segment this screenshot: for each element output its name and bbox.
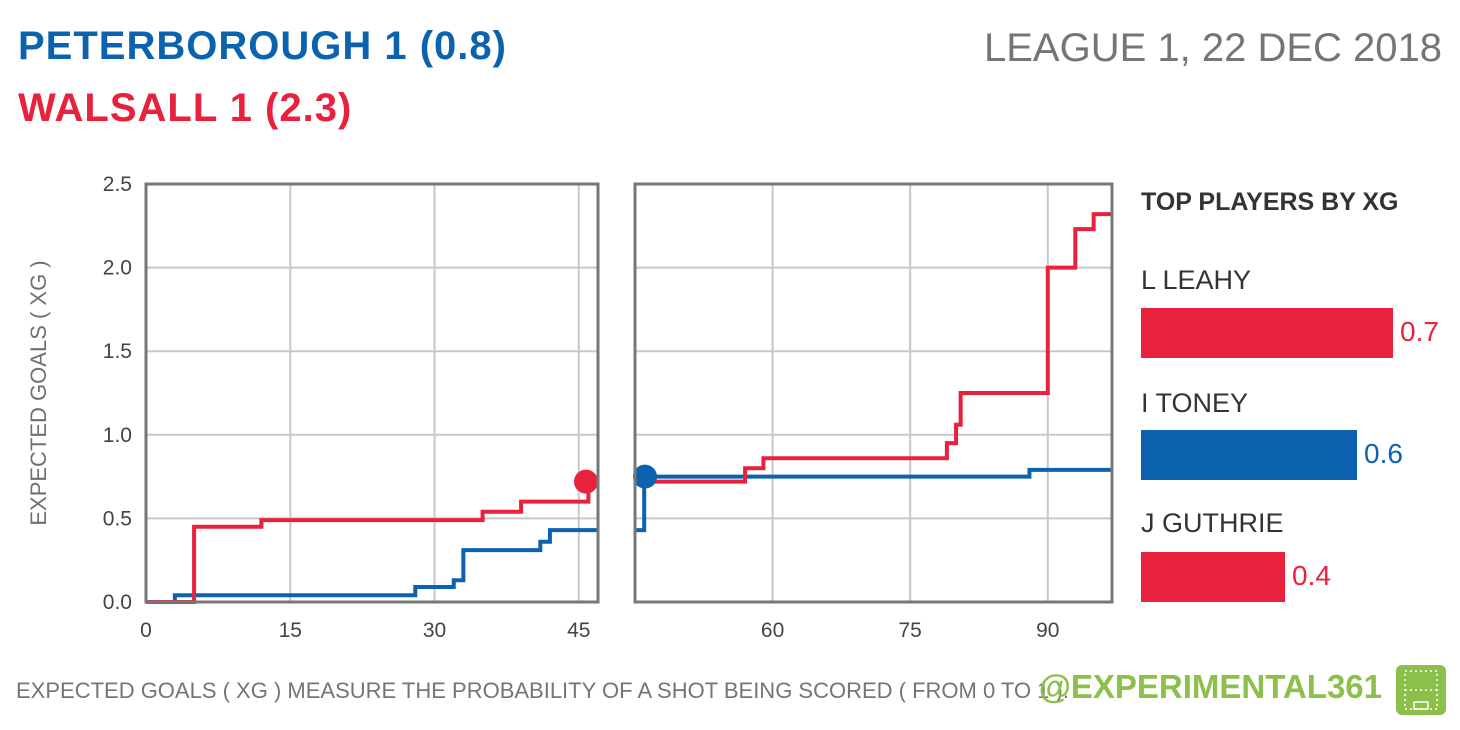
y-tick-label: 2.5 [103, 173, 132, 196]
walsall-second-half-line [644, 212, 1112, 484]
player-name: J GUTHRIE [1141, 508, 1284, 538]
pitch-logo-icon [1396, 665, 1446, 715]
y-tick-label: 0.0 [103, 591, 132, 614]
y-tick-label: 0.5 [103, 507, 132, 530]
chart-panel-frame-1 [144, 182, 600, 604]
walsall-first-half-line [146, 481, 591, 604]
x-tick-label: 15 [279, 619, 302, 642]
players-title: TOP PLAYERS BY XG [1141, 188, 1399, 216]
x-tick-label: 30 [423, 619, 446, 642]
player-xg-bar [1141, 430, 1357, 480]
competition-date: LEAGUE 1, 22 DEC 2018 [983, 26, 1442, 70]
player-name: L LEAHY [1141, 265, 1252, 295]
walsall-halftime-marker [574, 469, 598, 494]
away-team-score: WALSALL 1 (2.3) [18, 86, 353, 130]
player-xg-bar [1141, 552, 1285, 602]
x-tick-label: 45 [567, 619, 590, 642]
x-tick-label: 60 [761, 619, 784, 642]
x-tick-label: 0 [140, 619, 152, 642]
player-name: I TONEY [1141, 388, 1249, 418]
y-tick-label: 1.0 [103, 424, 132, 447]
player-xg-value: 0.6 [1364, 438, 1403, 469]
y-tick-label: 1.5 [103, 340, 132, 363]
peterborough-second-half-line [635, 467, 1112, 533]
y-axis-label: EXPECTED GOALS ( XG ) [26, 260, 51, 525]
player-xg-bar [1141, 308, 1393, 358]
home-team-score: PETERBOROUGH 1 (0.8) [18, 24, 507, 68]
chart-panel-frame-2 [633, 182, 1114, 604]
x-tick-label: 75 [899, 619, 922, 642]
y-tick-label: 2.0 [103, 257, 132, 280]
xg-timeline-chart: 0 15 30 45 60 75 90 0.0 0.5 1.0 1.5 2.0 2.5 EXPECTED … [26, 173, 1114, 642]
player-xg-value: 0.4 [1292, 560, 1331, 591]
peterborough-first-half-line [146, 528, 598, 604]
x-tick-label: 90 [1036, 619, 1059, 642]
peterborough-halftime-marker [633, 464, 657, 489]
player-xg-value: 0.7 [1400, 316, 1439, 347]
footnote: EXPECTED GOALS ( XG ) MEASURE THE PROBAB… [16, 678, 1069, 703]
twitter-handle[interactable]: @EXPERIMENTAL361 [1038, 668, 1382, 705]
